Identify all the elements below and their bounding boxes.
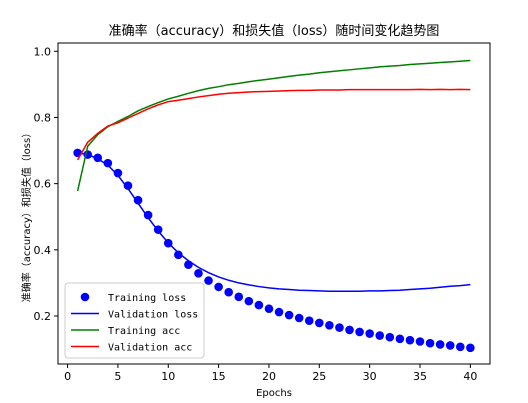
training-loss-point — [325, 320, 334, 330]
training-loss-point — [133, 195, 143, 205]
training-loss-point — [174, 250, 183, 260]
training-loss-point — [264, 304, 274, 314]
legend-label-validation-acc: Validation acc — [108, 343, 192, 354]
y-tick-label: 0.8 — [34, 111, 52, 124]
y-axis-label: 准确率（accuracy）和损失值（loss） — [20, 128, 33, 302]
plot-area — [73, 59, 475, 353]
x-axis: 0 5 10 15 20 25 30 35 40 — [64, 364, 477, 383]
y-tick-label: 0.4 — [34, 244, 52, 257]
legend-label-validation-loss: Validation loss — [108, 310, 198, 321]
training-loss-point — [304, 316, 314, 325]
training-loss-point — [435, 340, 445, 349]
x-tick-label: 10 — [161, 370, 175, 383]
x-axis-label: Epochs — [256, 388, 292, 399]
training-loss-point — [445, 341, 455, 350]
training-loss-point — [113, 168, 123, 178]
training-loss-point — [294, 313, 304, 323]
plot-frame — [57, 42, 491, 365]
legend-marker-training-loss — [80, 292, 90, 302]
training-loss-point — [254, 300, 264, 310]
training-loss-point — [274, 307, 284, 317]
chart-title: 准确率（accuracy）和损失值（loss）随时间变化趋势图 — [109, 23, 440, 39]
x-tick-label: 0 — [64, 370, 71, 383]
legend-label-training-loss: Training loss — [108, 293, 186, 304]
y-tick-label: 1.0 — [34, 45, 52, 58]
training-loss-point — [415, 337, 425, 346]
x-tick-label: 20 — [262, 370, 276, 383]
legend-label-training-acc: Training acc — [108, 326, 180, 337]
y-tick-label: 0.6 — [34, 178, 52, 191]
validation-acc-line — [76, 88, 471, 161]
x-tick-label: 30 — [363, 370, 377, 383]
training-loss-point — [365, 329, 374, 338]
legend-box — [64, 282, 205, 359]
training-loss-point — [224, 287, 233, 297]
legend: Training loss Validation loss Training acc… — [64, 282, 205, 359]
x-tick-label: 15 — [212, 370, 226, 383]
training-loss-point — [184, 260, 193, 270]
training-loss-point — [244, 296, 254, 306]
x-tick-label: 35 — [413, 370, 427, 383]
x-tick-label: 40 — [463, 370, 477, 383]
training-loss-point — [103, 158, 113, 168]
training-loss-point — [284, 310, 294, 320]
training-loss-point — [214, 282, 223, 292]
training-loss-point — [345, 325, 354, 335]
validation-loss-line — [77, 152, 471, 292]
x-tick-label: 5 — [114, 370, 121, 383]
training-loss-point — [194, 269, 203, 278]
training-acc-line — [76, 59, 471, 192]
training-loss-point — [143, 210, 153, 220]
training-loss-point — [375, 331, 385, 340]
training-loss-point — [355, 327, 364, 337]
training-loss-point — [466, 343, 475, 353]
y-axis: 0.2 0.4 0.6 0.8 1.0 — [34, 45, 58, 323]
training-loss-point — [123, 181, 133, 190]
training-loss-point — [204, 276, 213, 285]
training-loss-point — [455, 342, 465, 352]
training-loss-point — [234, 292, 244, 302]
training-loss-point — [425, 338, 435, 348]
training-loss-point — [385, 332, 395, 342]
x-tick-label: 25 — [312, 370, 326, 383]
training-loss-point — [405, 335, 415, 345]
y-tick-label: 0.2 — [34, 310, 52, 323]
training-loss-point — [395, 334, 405, 344]
training-loss-point — [335, 323, 344, 332]
training-loss-point — [315, 318, 324, 328]
